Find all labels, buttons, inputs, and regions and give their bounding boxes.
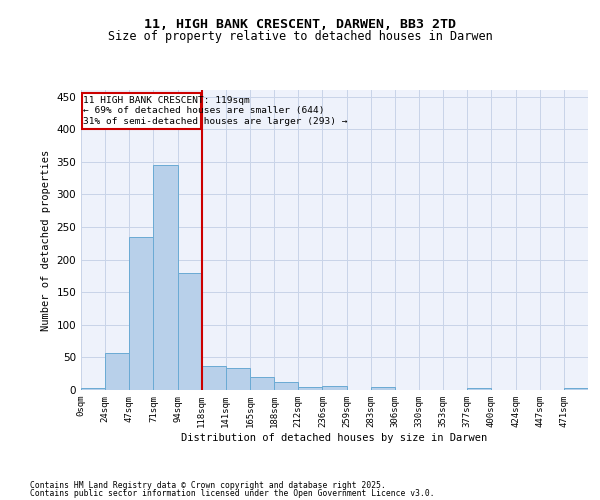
Bar [202,366,226,390]
Bar [322,386,347,390]
Text: ← 69% of detached houses are smaller (644): ← 69% of detached houses are smaller (64… [83,106,324,116]
Bar [467,388,491,390]
Bar [178,272,202,390]
Bar [226,368,250,390]
Bar [154,165,178,390]
Text: Contains public sector information licensed under the Open Government Licence v3: Contains public sector information licen… [30,489,434,498]
Bar [81,388,105,390]
X-axis label: Distribution of detached houses by size in Darwen: Distribution of detached houses by size … [181,432,488,442]
Bar [274,382,298,390]
Bar [105,353,129,390]
Text: 11 HIGH BANK CRESCENT: 119sqm: 11 HIGH BANK CRESCENT: 119sqm [83,96,249,105]
Bar [298,386,322,390]
Text: Contains HM Land Registry data © Crown copyright and database right 2025.: Contains HM Land Registry data © Crown c… [30,480,386,490]
Text: 11, HIGH BANK CRESCENT, DARWEN, BB3 2TD: 11, HIGH BANK CRESCENT, DARWEN, BB3 2TD [144,18,456,30]
Bar [250,377,274,390]
Text: Size of property relative to detached houses in Darwen: Size of property relative to detached ho… [107,30,493,43]
Bar [129,236,154,390]
Y-axis label: Number of detached properties: Number of detached properties [41,150,51,330]
Bar [371,386,395,390]
Text: 31% of semi-detached houses are larger (293) →: 31% of semi-detached houses are larger (… [83,116,347,126]
FancyBboxPatch shape [82,94,201,129]
Bar [564,388,588,390]
